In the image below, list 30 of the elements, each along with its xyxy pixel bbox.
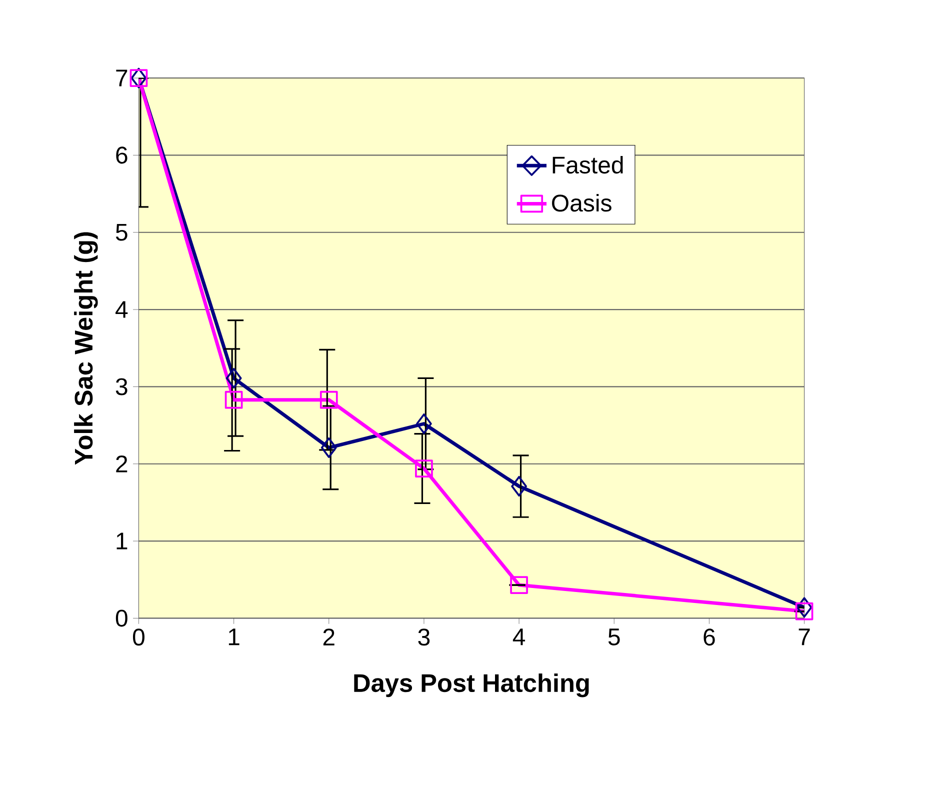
- x-tick-label: 3: [418, 628, 430, 646]
- x-tick-label: 6: [704, 628, 715, 646]
- y-tick-label: 5: [116, 224, 128, 241]
- point: [224, 390, 243, 409]
- point: [415, 459, 433, 478]
- point: [795, 602, 814, 620]
- point: [226, 368, 242, 388]
- y-tick-label: 7: [116, 70, 128, 86]
- y-tick-label: 4: [116, 301, 128, 318]
- y-tick-label: 3: [116, 378, 128, 396]
- legend-label: Oasis: [552, 194, 612, 212]
- point: [510, 576, 528, 594]
- x-tick-label: 2: [323, 628, 334, 646]
- point: [511, 476, 527, 496]
- y-tick-label: 1: [116, 532, 128, 550]
- point: [320, 437, 337, 458]
- point: [796, 597, 812, 618]
- x-tick-label: 1: [228, 628, 240, 645]
- y-tick-label: 6: [116, 146, 128, 164]
- point: [320, 390, 338, 409]
- point: [416, 413, 432, 434]
- x-axis-title: Days Post Hatching: [354, 673, 589, 698]
- x-tick-label: 5: [608, 628, 620, 646]
- y-tick-label: 0: [116, 610, 128, 627]
- legend-label: Fasted: [552, 156, 623, 174]
- y-axis-title: Yolk Sac Weight (g): [74, 232, 98, 465]
- x-tick-label: 4: [512, 628, 526, 645]
- x-tick-label: 0: [132, 628, 144, 646]
- x-tick-label: 7: [798, 628, 810, 645]
- y-tick-label: 2: [116, 455, 128, 472]
